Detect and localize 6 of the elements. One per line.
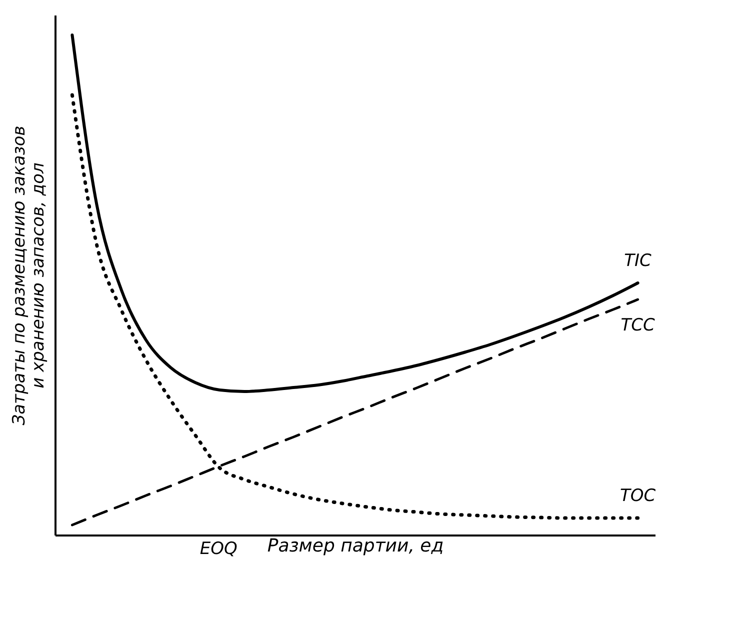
series-label: TOC (620, 486, 656, 506)
text: EOQ (200, 539, 238, 559)
y-axis-title: Затраты по размещению заказов и хранению запасов, дол (10, 126, 48, 426)
series-label: TCC (620, 316, 655, 336)
x-axis-title: Размер партии, ед (267, 536, 444, 556)
series-label: TIC (624, 251, 652, 271)
